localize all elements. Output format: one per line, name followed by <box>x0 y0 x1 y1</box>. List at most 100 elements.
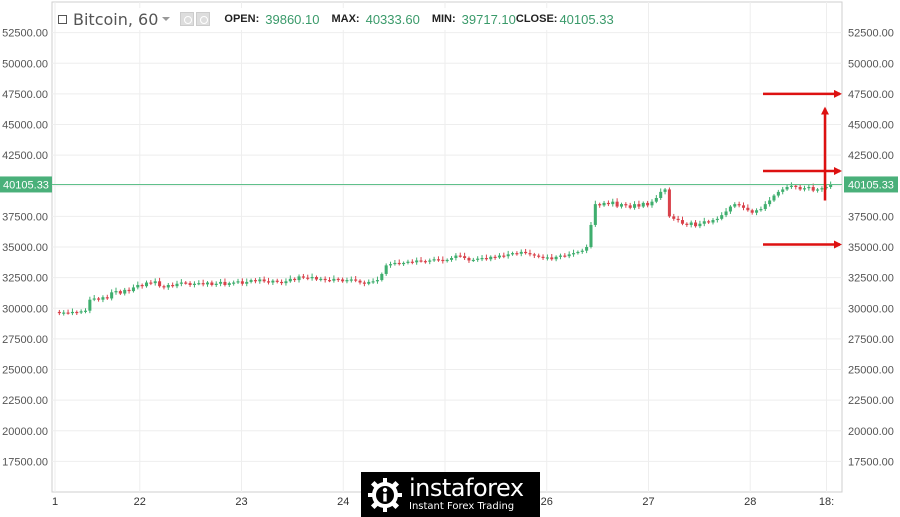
candle-body <box>432 259 436 261</box>
candle-body <box>75 311 79 314</box>
candle-body <box>541 256 545 259</box>
candle-body <box>532 254 536 256</box>
candle-body <box>737 204 741 206</box>
y-tick-label-right: 22500.00 <box>848 395 894 407</box>
candle-body <box>144 282 149 287</box>
candle-body <box>519 251 523 254</box>
settings-icon[interactable] <box>180 12 195 26</box>
candle-body <box>92 298 96 300</box>
candle-body <box>301 276 305 278</box>
candle-body <box>118 291 122 294</box>
y-tick-label-left: 35000.00 <box>2 242 48 254</box>
candle-body <box>816 189 820 191</box>
candle-body <box>633 204 637 208</box>
y-tick-label-left: 30000.00 <box>2 303 48 315</box>
candle-body <box>728 206 732 212</box>
candle-body <box>667 189 671 217</box>
candle-body <box>253 280 257 282</box>
candle-body <box>580 250 584 252</box>
candle-body <box>763 204 767 210</box>
candle-body <box>227 283 231 285</box>
y-tick-label-right: 42500.00 <box>848 150 894 162</box>
candle-body <box>232 282 236 284</box>
x-tick-label: 22 <box>134 496 146 508</box>
candle-body <box>70 311 74 314</box>
y-tick-label-left: 22500.00 <box>2 395 48 407</box>
open-label: OPEN: <box>224 13 260 25</box>
candle-body <box>676 218 680 221</box>
candle-body <box>201 283 205 285</box>
candle-body <box>380 273 384 281</box>
x-tick-label: 23 <box>235 496 247 508</box>
y-tick-label-right: 45000.00 <box>848 120 894 132</box>
x-tick-label: 24 <box>337 496 349 508</box>
compare-icon[interactable] <box>196 12 211 26</box>
candle-body <box>458 255 462 257</box>
y-tick-label-right: 50000.00 <box>848 58 894 70</box>
candle-body <box>759 209 763 211</box>
candle-body <box>371 281 375 283</box>
x-tick-label: 1 <box>52 496 58 508</box>
candle-body <box>123 289 127 294</box>
candle-body <box>349 279 353 281</box>
candle-body <box>480 258 484 260</box>
candle-body <box>772 195 776 201</box>
candle-body <box>515 253 519 255</box>
candle-body <box>554 256 558 260</box>
candle-body <box>362 282 366 284</box>
candle-body <box>419 260 423 262</box>
candle-body <box>171 284 175 287</box>
candle-body <box>310 277 314 279</box>
candle-body <box>393 262 397 265</box>
y-tick-label-left: 25000.00 <box>2 365 48 377</box>
candle-body <box>733 204 737 207</box>
candle-body <box>511 253 515 255</box>
candle-body <box>319 278 323 281</box>
candle-body <box>406 261 410 263</box>
y-tick-label-left: 20000.00 <box>2 426 48 438</box>
candle-body <box>702 221 706 224</box>
candle-body <box>720 215 724 219</box>
y-tick-label-left: 50000.00 <box>2 58 48 70</box>
candle-body <box>266 281 271 283</box>
y-tick-label-left: 42500.00 <box>2 150 48 162</box>
candle-body <box>66 312 70 314</box>
candle-body <box>689 222 693 225</box>
candle-body <box>741 205 746 208</box>
y-tick-label-right: 30000.00 <box>848 303 894 315</box>
candle-body <box>284 281 288 284</box>
chevron-down-icon[interactable] <box>162 17 171 21</box>
candle-body <box>550 257 554 260</box>
candle-body <box>537 255 541 257</box>
candle-body <box>602 202 606 206</box>
candle-body <box>807 186 811 189</box>
y-tick-label-left: 27500.00 <box>2 334 48 346</box>
collapse-square-icon[interactable] <box>58 14 67 24</box>
candle-body <box>314 277 318 280</box>
candle-body <box>450 258 454 260</box>
candle-body <box>271 280 275 283</box>
symbol-title[interactable]: Bitcoin, 60 <box>73 9 159 29</box>
candle-body <box>637 204 641 207</box>
candle-body <box>611 201 615 205</box>
candle-body <box>615 201 619 207</box>
candle-body <box>397 262 401 265</box>
candle-body <box>798 186 802 190</box>
min-value: 39717.10 <box>461 11 516 27</box>
candle-body <box>179 282 183 284</box>
candle-body <box>646 202 650 206</box>
candle-body <box>136 284 140 288</box>
last-price-label-right: 40105.33 <box>848 179 894 191</box>
candle-body <box>707 221 711 223</box>
candle-body <box>497 255 501 258</box>
candle-body <box>463 256 467 259</box>
candle-body <box>341 279 345 282</box>
max-label: MAX: <box>331 13 360 25</box>
candle-body <box>781 189 785 192</box>
candle-body <box>345 280 349 282</box>
candle-body <box>223 281 227 285</box>
candle-body <box>210 282 214 285</box>
candle-body <box>802 188 807 190</box>
last-price-tag-left <box>0 176 52 193</box>
